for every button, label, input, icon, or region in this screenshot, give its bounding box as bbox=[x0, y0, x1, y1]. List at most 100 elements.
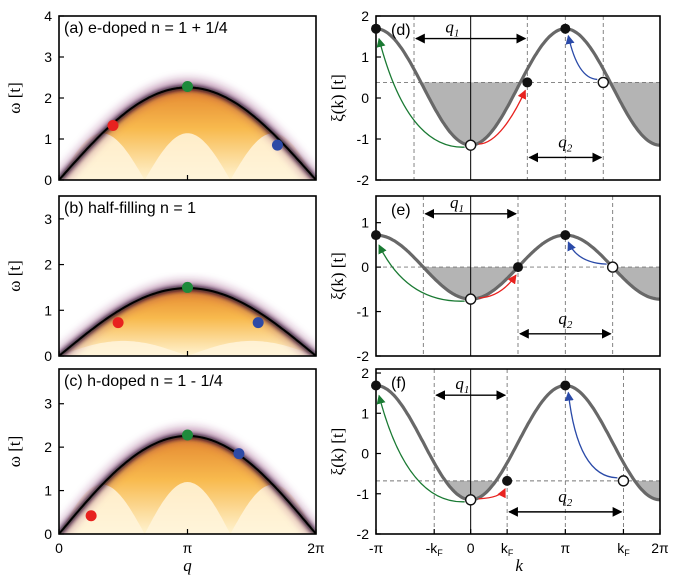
filled-state-dot bbox=[560, 23, 571, 34]
y-tick-label: 0 bbox=[361, 259, 369, 275]
spectrum-panel-c: 0 1 2 3 0 π 2π q ω [t] (c) h-doped n = 1 - 1/4 bbox=[5, 368, 325, 575]
green-marker bbox=[182, 429, 193, 441]
y-tick-label: -2 bbox=[357, 526, 370, 542]
band-panel-d: -2 -1 0 1 2 ξ(k) [t] (d) q1 q2 bbox=[328, 8, 661, 188]
panel-label: (c) h-doped n = 1 - 1/4 bbox=[64, 373, 223, 390]
x-tick-label: 2π bbox=[651, 540, 669, 556]
q2-label: q2 bbox=[558, 487, 573, 509]
red-excitation-arrow bbox=[478, 89, 526, 145]
y-tick-label: -1 bbox=[357, 304, 370, 320]
spectrum-area bbox=[59, 196, 316, 356]
q2-subscript: 2 bbox=[567, 142, 573, 154]
spectrum-panel-a: 0 1 2 3 4 ω [t] (a) e-doped n = 1 + 1/4 bbox=[5, 8, 317, 188]
y-tick-label: 3 bbox=[44, 49, 52, 65]
y-axis-label: ω [t] bbox=[5, 260, 24, 292]
hole-state-dot bbox=[464, 293, 477, 305]
filled-state-dot bbox=[502, 475, 513, 486]
blue-excitation-arrow bbox=[567, 241, 607, 265]
continuum-inner-arch bbox=[59, 484, 145, 534]
q1-subscript: 1 bbox=[459, 203, 465, 215]
hole-state-dot bbox=[464, 139, 477, 151]
y-tick-label: -2 bbox=[357, 348, 370, 364]
y-tick-label: 1 bbox=[361, 405, 369, 421]
q2-subscript: 2 bbox=[567, 319, 573, 331]
green-excitation-arrow bbox=[376, 37, 465, 148]
filled-state-dot bbox=[371, 23, 382, 34]
y-tick-label: 3 bbox=[44, 396, 52, 412]
filled-state-dot bbox=[560, 230, 571, 241]
x-tick-label: 0 bbox=[55, 540, 63, 556]
y-tick-label: 2 bbox=[361, 8, 369, 24]
y-tick-label: 0 bbox=[361, 446, 369, 462]
spectrum-area bbox=[59, 369, 316, 534]
x-tick-label: kF bbox=[617, 540, 630, 558]
red-marker bbox=[85, 510, 97, 522]
filled-state-dot bbox=[560, 380, 571, 391]
x-tick-label: -π bbox=[369, 540, 384, 556]
green-marker bbox=[182, 281, 193, 293]
y-axis-label: ω [t] bbox=[5, 82, 24, 114]
y-tick-label: 1 bbox=[44, 483, 52, 499]
hole-state-dot bbox=[464, 494, 477, 506]
green-excitation-arrow bbox=[376, 394, 465, 503]
q1-subscript: 1 bbox=[454, 28, 460, 40]
blue-marker bbox=[252, 317, 264, 329]
x-tick-label: 2π bbox=[307, 540, 325, 556]
red-marker bbox=[112, 317, 124, 329]
x-tick-label: kF bbox=[501, 540, 514, 558]
band-curve bbox=[375, 27, 660, 147]
filled-state-dot bbox=[371, 230, 382, 241]
occupied-region bbox=[603, 82, 660, 146]
panel-frame bbox=[375, 368, 661, 535]
y-axis-label: ξ(k) [t] bbox=[328, 428, 347, 476]
x-tick-label: 0 bbox=[467, 540, 475, 556]
red-marker bbox=[107, 119, 119, 131]
continuum-inner-arch bbox=[144, 133, 231, 180]
occupied-region bbox=[612, 267, 660, 300]
blue-marker bbox=[271, 139, 283, 151]
x-axis-label: q bbox=[183, 556, 192, 575]
panel-label: (f) bbox=[391, 375, 406, 392]
band-panel-f: -2 -1 0 1 2 ξ(k) [t] (f) q1 q2 -π -kF 0 kF π kF 2π k bbox=[328, 365, 669, 575]
y-tick-label: 3 bbox=[44, 211, 52, 227]
panel-label: (e) bbox=[391, 202, 411, 219]
continuum-inner-arch bbox=[59, 133, 145, 180]
blue-excitation-arrow bbox=[564, 391, 618, 479]
y-tick-label: 1 bbox=[361, 49, 369, 65]
y-axis-label: ξ(k) [t] bbox=[328, 252, 347, 300]
q2-subscript: 2 bbox=[567, 497, 573, 509]
red-excitation-arrow bbox=[478, 488, 506, 500]
x-tick-label: π bbox=[183, 540, 193, 556]
q1-label: q1 bbox=[445, 18, 459, 40]
spectral-continuum bbox=[59, 287, 316, 356]
q1-subscript: 1 bbox=[464, 384, 470, 396]
filled-state-dot bbox=[513, 262, 523, 273]
q2-label: q2 bbox=[558, 309, 573, 331]
blue-marker bbox=[233, 448, 245, 460]
y-axis-label: ξ(k) [t] bbox=[328, 74, 347, 122]
y-tick-label: 1 bbox=[44, 131, 52, 147]
x-tick-label: -kF bbox=[426, 540, 444, 558]
y-tick-label: 4 bbox=[44, 8, 52, 24]
spectrum-area bbox=[59, 16, 316, 180]
panel-label: (b) half-filling n = 1 bbox=[64, 200, 196, 217]
y-tick-label: 1 bbox=[361, 215, 369, 231]
hole-state-dot bbox=[597, 76, 609, 89]
y-tick-label: 2 bbox=[361, 365, 369, 381]
continuum-inner-arch bbox=[187, 340, 316, 356]
continuum-inner-arch bbox=[144, 482, 231, 534]
x-tick-label: π bbox=[560, 540, 570, 556]
band-curve bbox=[375, 383, 661, 502]
q1-label: q1 bbox=[455, 374, 469, 396]
continuum-inner-arch bbox=[230, 484, 316, 534]
panel-frame bbox=[375, 195, 661, 357]
filled-state-dot bbox=[522, 77, 533, 88]
x-axis-label: k bbox=[515, 556, 523, 575]
y-tick-label: -1 bbox=[357, 486, 370, 502]
y-axis-label: ω [t] bbox=[5, 436, 24, 468]
y-tick-label: 2 bbox=[44, 90, 52, 106]
q2-label: q2 bbox=[558, 132, 573, 154]
red-excitation-arrow bbox=[478, 274, 517, 299]
